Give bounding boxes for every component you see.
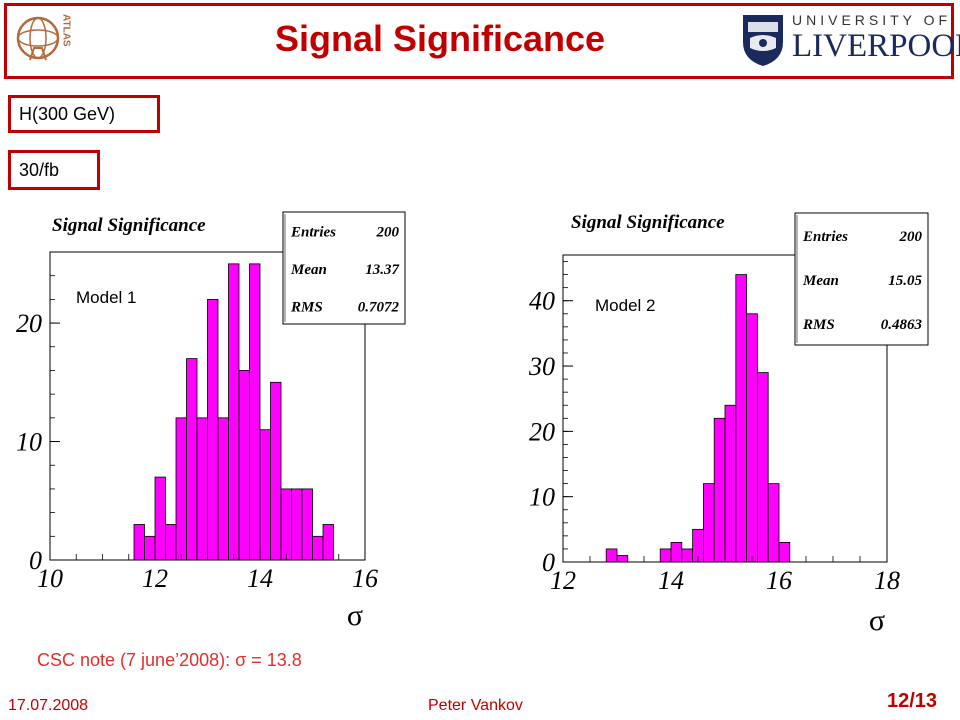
x-tick-label: 10 <box>37 564 63 593</box>
y-tick-label: 40 <box>529 287 555 316</box>
mass-tag: H(300 GeV) <box>8 95 160 133</box>
liverpool-logo-main: LIVERPOOL <box>792 28 960 64</box>
crest-icon <box>743 15 783 66</box>
stats-label: RMS <box>290 299 323 315</box>
lumi-tag-label: 30/fb <box>19 159 60 180</box>
x-tick-label: 18 <box>874 566 900 595</box>
histogram-bar <box>767 483 780 563</box>
footer-author: Peter Vankov <box>428 697 523 714</box>
y-tick-label: 20 <box>529 417 555 446</box>
y-tick-label: 0 <box>29 546 42 575</box>
histogram-bar <box>207 298 219 561</box>
histogram-bar <box>757 372 769 563</box>
x-tick-label: 12 <box>142 564 168 593</box>
atlas-logo: ATLAS <box>16 14 72 61</box>
y-tick-label: 0 <box>542 548 555 577</box>
stats-box <box>794 212 929 346</box>
stats-label: Mean <box>802 273 839 289</box>
page-number: 12/13 <box>887 690 938 712</box>
histogram-bar <box>322 524 334 561</box>
histogram-bar <box>703 483 715 563</box>
histogram-bar <box>133 524 145 561</box>
stats-value: 0.7072 <box>358 299 400 315</box>
x-axis-label: σ <box>869 604 885 637</box>
stats-value: 13.37 <box>365 262 399 278</box>
histogram-bar <box>196 417 208 561</box>
y-tick-label: 10 <box>16 428 42 457</box>
y-tick-label: 10 <box>529 483 555 512</box>
model-2-label: Model 2 <box>595 296 656 315</box>
model-1-label: Model 1 <box>76 288 137 307</box>
histogram-bar <box>154 476 166 561</box>
chart-title: Signal Significance <box>52 215 206 236</box>
header-frame <box>4 3 954 79</box>
x-tick-label: 14 <box>247 564 273 593</box>
histogram-bar <box>249 263 261 561</box>
histogram-bar <box>217 417 229 561</box>
footer-date: 17.07.2008 <box>8 697 89 714</box>
stats-value: 0.4863 <box>881 317 923 333</box>
histogram-bar <box>746 313 758 563</box>
histogram-bar <box>270 381 282 561</box>
histogram-bar <box>724 404 737 563</box>
histogram-bar <box>165 524 177 561</box>
chart-title: Signal Significance <box>571 212 725 233</box>
stats-label: Entries <box>802 229 848 245</box>
stats-value: 200 <box>899 229 923 245</box>
histogram-bar <box>778 542 791 563</box>
histogram-bar <box>259 429 271 561</box>
stats-box <box>282 211 406 325</box>
stats-label: Entries <box>290 225 336 241</box>
page-title: Signal Significance <box>274 18 606 59</box>
histogram-bar <box>238 370 250 561</box>
x-axis-label: σ <box>347 599 363 632</box>
histogram-bar <box>312 535 324 561</box>
histogram-bar <box>144 535 156 561</box>
chart-panel-2: 12 14 16 18 0 10 20 30 40 Signal Significance Entr… <box>528 212 929 637</box>
stats-value: 200 <box>376 225 400 241</box>
histogram-bar <box>301 488 313 561</box>
histogram-bar <box>735 274 747 563</box>
csc-note: CSC note (7 june’2008): σ = 13.8 <box>37 650 302 670</box>
histogram-bar <box>228 263 240 561</box>
atlas-logo-text: ATLAS <box>61 14 72 47</box>
liverpool-logo: UNIVERSITY OF LIVERPOOL <box>740 10 960 70</box>
histogram-bar <box>605 548 618 563</box>
histogram-bar <box>713 417 726 563</box>
stats-label: RMS <box>802 317 835 333</box>
stats-label: Mean <box>290 262 327 278</box>
histogram-bar <box>659 548 672 563</box>
histogram-bar <box>175 417 187 561</box>
mass-tag-label: H(300 GeV) <box>19 103 116 124</box>
histogram-bar <box>291 488 303 561</box>
x-tick-label: 16 <box>352 564 378 593</box>
y-tick-label: 30 <box>528 352 555 381</box>
lumi-tag: 30/fb <box>8 150 100 190</box>
x-tick-label: 14 <box>658 566 684 595</box>
histogram-bar <box>681 548 693 563</box>
x-tick-label: 16 <box>766 566 792 595</box>
y-tick-label: 20 <box>16 309 42 338</box>
x-tick-label: 12 <box>550 566 576 595</box>
histogram-bar <box>186 358 198 561</box>
liverpool-logo-top: UNIVERSITY OF <box>792 12 952 28</box>
histogram-bar <box>280 488 292 561</box>
stats-value: 15.05 <box>888 273 922 289</box>
histogram-bar <box>616 555 629 563</box>
histogram-bar <box>670 542 683 563</box>
